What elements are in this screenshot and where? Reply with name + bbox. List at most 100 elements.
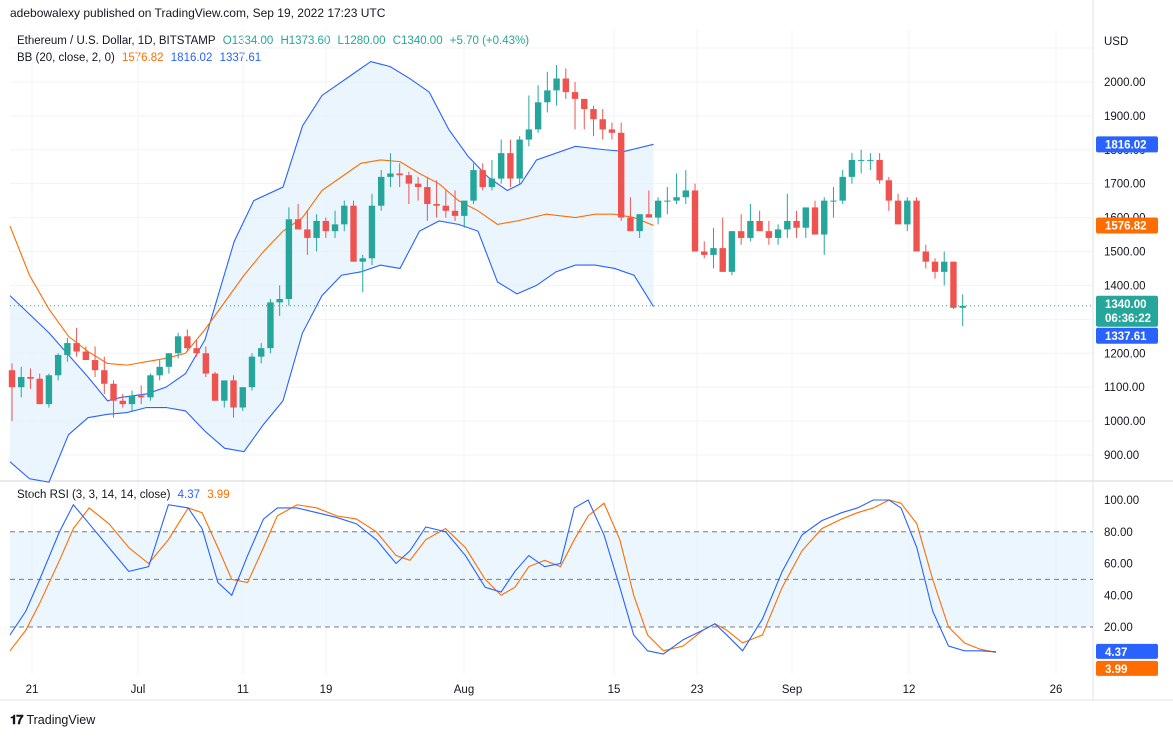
candle-body <box>811 207 819 235</box>
stoch-tick-label: 40.00 <box>1104 590 1133 602</box>
candle-body <box>322 220 330 232</box>
candle-body <box>267 302 274 349</box>
tradingview-logo-icon: 𝟏𝟕 <box>10 712 24 727</box>
bb-label[interactable]: BB (20, close, 2, 0) <box>17 52 115 64</box>
candle-body <box>119 400 126 405</box>
stoch-d-axis-label-box <box>1096 660 1158 676</box>
stoch-tick-label: 100.00 <box>1104 495 1139 507</box>
candle-body <box>913 200 920 252</box>
candle-body <box>922 251 929 262</box>
candle-body <box>110 383 117 401</box>
candle-body <box>617 132 625 218</box>
stoch-tick-label: 80.00 <box>1104 527 1133 539</box>
last-price-label-text: 06:36:22 <box>1105 313 1151 325</box>
ohlc-high: H1373.60 <box>280 35 331 47</box>
stoch-tick-label: 20.00 <box>1104 622 1133 634</box>
candle-body <box>378 176 385 206</box>
candle-body <box>350 205 357 262</box>
candle-body <box>36 378 43 405</box>
price-tick-label: 1200.00 <box>1104 348 1146 360</box>
candle-body <box>728 231 736 272</box>
time-tick-label: Aug <box>454 684 474 696</box>
candle-body <box>138 395 145 398</box>
candle-body <box>101 370 108 384</box>
candle-body <box>608 129 616 133</box>
candle-body <box>405 175 413 184</box>
candle-body <box>313 220 320 238</box>
stoch-k-value: 4.37 <box>177 489 201 501</box>
candle-body <box>774 229 782 238</box>
bb-basis-price-label-box <box>1096 217 1158 234</box>
candle-body <box>719 248 726 272</box>
candle-body <box>54 354 62 376</box>
time-tick-label: 21 <box>26 684 39 696</box>
candle-body <box>27 376 34 379</box>
bollinger-lower-line <box>9 220 654 483</box>
stoch-k-line <box>9 499 997 655</box>
candle-body <box>184 336 191 349</box>
candle-body <box>710 248 717 255</box>
candle-body <box>18 376 25 388</box>
time-tick-label: 26 <box>1050 684 1063 696</box>
bb-upper-price-label-box <box>1096 136 1158 153</box>
candle-body <box>747 220 754 238</box>
candle-body <box>359 258 366 262</box>
stoch-label[interactable]: Stoch RSI (3, 3, 14, 14, close) <box>17 489 171 501</box>
candle-body <box>645 214 653 218</box>
candle-body <box>202 353 210 374</box>
candle-body <box>839 176 846 201</box>
candle-body <box>165 353 173 367</box>
candle-body <box>950 261 957 308</box>
time-tick-label: 11 <box>237 684 249 696</box>
time-tick-label: Sep <box>782 684 802 696</box>
candle-body <box>784 220 791 230</box>
brand-name: TradingView <box>26 713 96 727</box>
price-tick-label: 2000.00 <box>1104 77 1146 89</box>
candle-body <box>590 109 597 120</box>
candle-body <box>701 251 708 255</box>
candle-body <box>516 139 523 179</box>
candle-body <box>959 305 966 308</box>
candle-body <box>230 380 237 408</box>
candle-body <box>433 204 440 206</box>
candle-body <box>497 153 505 179</box>
tradingview-footer[interactable]: 𝟏𝟕 TradingView <box>10 712 95 728</box>
candle-body <box>304 229 311 238</box>
bollinger-fill <box>10 61 654 483</box>
candle-body <box>128 395 136 405</box>
ohlc-change: +5.70 (+0.43%) <box>449 35 530 47</box>
candle-body <box>941 261 948 272</box>
stoch-d-value: 3.99 <box>207 489 230 501</box>
price-tick-label: 1700.00 <box>1104 179 1146 191</box>
price-tick-label: 1900.00 <box>1104 111 1146 123</box>
symbol-label[interactable]: Ethereum / U.S. Dollar, 1D, BITSTAMP <box>17 35 216 47</box>
stoch-tick-label: 60.00 <box>1104 559 1133 571</box>
candle-body <box>553 78 560 91</box>
stoch-rsi-pane <box>9 499 1093 655</box>
candle-body <box>581 98 588 110</box>
price-tick-label: 1400.00 <box>1104 280 1146 292</box>
price-tick-label: 1500.00 <box>1104 247 1146 259</box>
time-tick-label: 19 <box>320 684 333 696</box>
candle-body <box>276 298 283 303</box>
stoch-d-line <box>9 499 997 653</box>
price-tick-label: 900.00 <box>1104 450 1139 462</box>
candle-body <box>636 214 643 232</box>
candle-body <box>331 224 339 232</box>
time-tick-label: Jul <box>131 684 146 696</box>
candle-body <box>682 190 689 198</box>
candle-body <box>507 153 514 179</box>
time-tick-label: 23 <box>691 684 704 696</box>
candle-body <box>239 387 246 408</box>
ohlc-low: L1280.00 <box>337 35 386 47</box>
candle-body <box>248 356 256 388</box>
candle-body <box>424 187 431 205</box>
candle-body <box>534 102 542 130</box>
candle-body <box>793 220 800 228</box>
bb-basis-price-label-text: 1576.82 <box>1105 220 1147 232</box>
candle-body <box>64 343 71 355</box>
stoch-k-axis-label-text: 4.37 <box>1105 647 1127 659</box>
bb-lower-value: 1337.61 <box>219 52 262 64</box>
candle-body <box>488 178 496 188</box>
